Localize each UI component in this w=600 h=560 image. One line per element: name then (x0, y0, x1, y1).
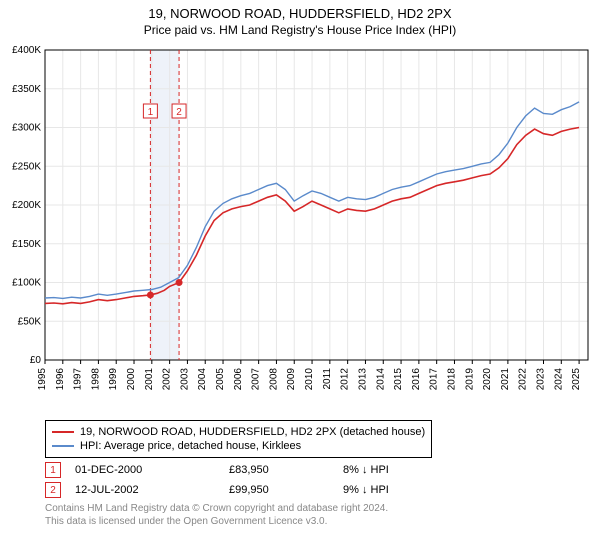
svg-text:£250K: £250K (12, 161, 41, 172)
callout-date-2: 12-JUL-2002 (75, 484, 215, 496)
svg-text:2011: 2011 (322, 368, 333, 390)
svg-text:£400K: £400K (12, 45, 41, 56)
svg-text:2000: 2000 (126, 368, 137, 391)
svg-text:£300K: £300K (12, 123, 41, 134)
svg-text:2010: 2010 (304, 368, 315, 391)
legend-swatch-price-paid (52, 431, 74, 433)
svg-text:2003: 2003 (179, 368, 190, 391)
svg-text:1995: 1995 (37, 368, 48, 391)
svg-text:2013: 2013 (357, 368, 368, 391)
callout-row-2: 2 12-JUL-2002 £99,950 9% ↓ HPI (45, 482, 389, 498)
footer-line-1: Contains HM Land Registry data © Crown c… (45, 502, 388, 515)
svg-text:2015: 2015 (393, 368, 404, 391)
svg-text:2007: 2007 (251, 368, 262, 391)
svg-text:2012: 2012 (340, 368, 351, 391)
svg-text:£200K: £200K (12, 200, 41, 211)
svg-text:2019: 2019 (464, 368, 475, 391)
svg-text:1998: 1998 (90, 368, 101, 391)
chart-title: 19, NORWOOD ROAD, HUDDERSFIELD, HD2 2PX (0, 0, 600, 21)
svg-text:2023: 2023 (535, 368, 546, 391)
svg-text:2020: 2020 (482, 368, 493, 391)
svg-text:1997: 1997 (73, 368, 84, 391)
svg-text:1996: 1996 (55, 368, 66, 391)
line-chart-svg: £0 £50K £100K £150K £200K £250K £300K £350K £400… (0, 42, 600, 412)
svg-text:2005: 2005 (215, 368, 226, 391)
legend-row-hpi: HPI: Average price, detached house, Kirk… (52, 439, 425, 453)
callout-row-1: 1 01-DEC-2000 £83,950 8% ↓ HPI (45, 462, 389, 478)
callout-badge-2: 2 (45, 482, 61, 498)
callout-table: 1 01-DEC-2000 £83,950 8% ↓ HPI 2 12-JUL-… (45, 462, 389, 502)
svg-text:2008: 2008 (268, 368, 279, 391)
svg-text:2004: 2004 (197, 368, 208, 391)
chart-area: £0 £50K £100K £150K £200K £250K £300K £350K £400… (0, 42, 600, 412)
svg-text:2: 2 (176, 107, 182, 118)
svg-text:2025: 2025 (571, 368, 582, 391)
svg-text:2017: 2017 (429, 368, 440, 391)
svg-text:1: 1 (148, 107, 154, 118)
legend-label-price-paid: 19, NORWOOD ROAD, HUDDERSFIELD, HD2 2PX … (80, 425, 425, 439)
svg-text:£0: £0 (30, 355, 42, 366)
svg-text:2001: 2001 (144, 368, 155, 391)
callout-diff-1: 8% ↓ HPI (343, 464, 389, 476)
svg-text:2022: 2022 (518, 368, 529, 391)
svg-text:1999: 1999 (108, 368, 119, 391)
svg-text:2009: 2009 (286, 368, 297, 391)
chart-subtitle: Price paid vs. HM Land Registry's House … (0, 21, 600, 37)
svg-text:£50K: £50K (18, 316, 42, 327)
svg-text:£100K: £100K (12, 278, 41, 289)
svg-text:2018: 2018 (446, 368, 457, 391)
legend-swatch-hpi (52, 445, 74, 447)
callout-diff-2: 9% ↓ HPI (343, 484, 389, 496)
svg-text:2014: 2014 (375, 368, 386, 391)
svg-text:2024: 2024 (553, 368, 564, 391)
callout-price-2: £99,950 (229, 484, 329, 496)
svg-text:2021: 2021 (500, 368, 511, 391)
callout-price-1: £83,950 (229, 464, 329, 476)
legend-row-price-paid: 19, NORWOOD ROAD, HUDDERSFIELD, HD2 2PX … (52, 425, 425, 439)
callout-badge-1: 1 (45, 462, 61, 478)
svg-text:£350K: £350K (12, 84, 41, 95)
svg-text:£150K: £150K (12, 239, 41, 250)
attribution-footer: Contains HM Land Registry data © Crown c… (45, 502, 388, 528)
callout-date-1: 01-DEC-2000 (75, 464, 215, 476)
legend: 19, NORWOOD ROAD, HUDDERSFIELD, HD2 2PX … (45, 420, 432, 458)
svg-text:2016: 2016 (411, 368, 422, 391)
svg-text:2006: 2006 (233, 368, 244, 391)
chart-container: 19, NORWOOD ROAD, HUDDERSFIELD, HD2 2PX … (0, 0, 600, 560)
svg-text:2002: 2002 (162, 368, 173, 391)
legend-label-hpi: HPI: Average price, detached house, Kirk… (80, 439, 301, 453)
footer-line-2: This data is licensed under the Open Gov… (45, 515, 388, 528)
